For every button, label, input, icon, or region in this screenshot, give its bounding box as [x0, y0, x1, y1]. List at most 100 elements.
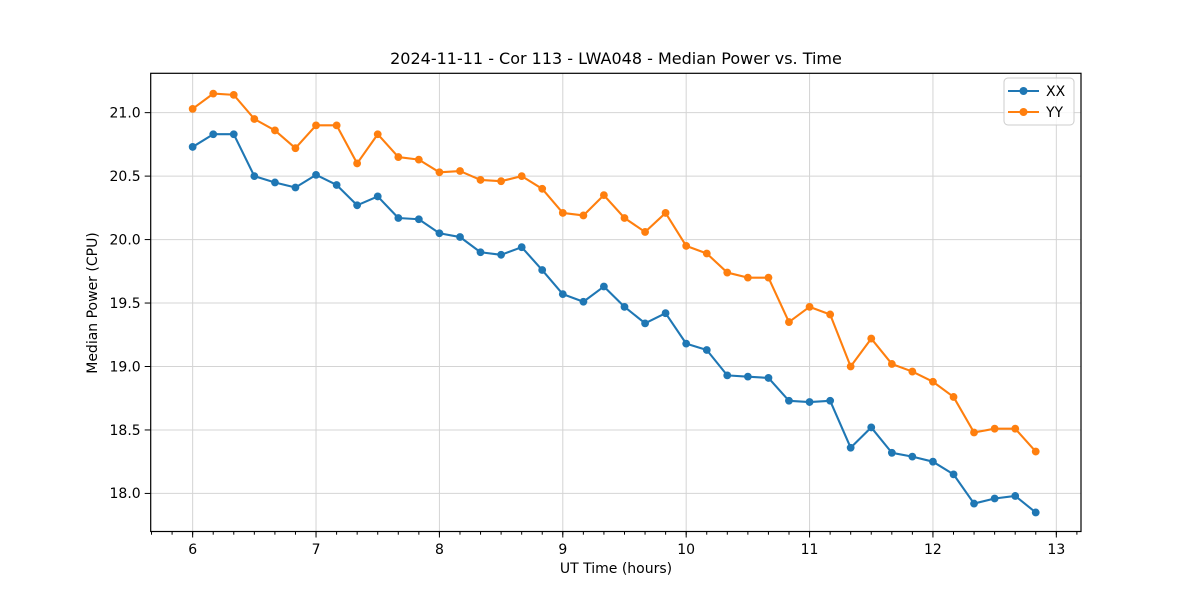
- data-point-yy: [867, 334, 876, 343]
- data-point-xx: [558, 290, 567, 299]
- data-point-yy: [805, 302, 814, 311]
- data-point-xx: [373, 192, 382, 201]
- x-tick-label: 10: [677, 542, 695, 558]
- data-point-xx: [970, 499, 978, 508]
- data-point-xx: [353, 201, 362, 210]
- data-point-yy: [723, 268, 732, 277]
- y-tick-label: 18.0: [110, 486, 141, 502]
- data-point-yy: [990, 424, 999, 433]
- data-point-xx: [661, 309, 670, 318]
- data-point-yy: [538, 184, 547, 193]
- data-point-xx: [456, 233, 464, 241]
- legend-marker-xx: [1019, 87, 1028, 95]
- data-point-yy: [332, 121, 341, 130]
- data-point-xx: [929, 457, 937, 466]
- data-point-xx: [332, 181, 341, 189]
- data-point-xx: [805, 398, 814, 406]
- x-tick-label: 6: [188, 542, 197, 558]
- data-point-yy: [785, 318, 793, 326]
- data-point-xx: [846, 443, 855, 452]
- data-point-xx: [826, 396, 835, 405]
- data-point-yy: [373, 130, 382, 139]
- x-axis-label: UT Time (hours): [560, 561, 672, 577]
- data-point-xx: [394, 214, 403, 222]
- data-point-xx: [949, 470, 958, 479]
- data-point-xx: [867, 423, 876, 432]
- data-point-xx: [209, 130, 218, 139]
- data-point-yy: [394, 153, 403, 161]
- data-point-xx: [538, 266, 547, 274]
- legend-label-yy: YY: [1045, 105, 1064, 121]
- data-point-yy: [599, 191, 608, 200]
- data-point-xx: [641, 319, 649, 328]
- x-tick-label: 11: [801, 542, 819, 558]
- data-point-yy: [826, 310, 835, 319]
- data-point-xx: [579, 297, 588, 306]
- chart-title: 2024-11-11 - Cor 113 - LWA048 - Median P…: [390, 49, 842, 68]
- data-point-yy: [929, 377, 937, 386]
- data-point-yy: [188, 104, 197, 113]
- data-point-yy: [353, 159, 362, 168]
- data-point-yy: [579, 211, 588, 220]
- data-point-xx: [476, 248, 485, 257]
- data-point-xx: [682, 339, 691, 348]
- x-tick-label: 7: [312, 542, 321, 558]
- y-tick-label: 18.5: [110, 423, 141, 439]
- data-point-yy: [271, 126, 279, 135]
- y-tick-label: 21.0: [110, 105, 141, 121]
- data-point-xx: [497, 250, 505, 259]
- data-point-yy: [949, 393, 958, 401]
- x-tick-label: 8: [435, 542, 444, 558]
- data-point-xx: [908, 452, 917, 461]
- x-tick-label: 12: [924, 542, 942, 558]
- data-point-yy: [764, 273, 773, 282]
- data-point-xx: [620, 302, 629, 311]
- data-point-yy: [497, 177, 505, 186]
- data-point-xx: [250, 172, 259, 181]
- data-point-xx: [1031, 508, 1040, 517]
- data-point-xx: [517, 243, 526, 252]
- data-point-xx: [743, 372, 752, 381]
- data-point-xx: [599, 282, 608, 291]
- data-point-xx: [785, 396, 793, 405]
- data-point-yy: [1031, 447, 1040, 456]
- x-tick-label: 9: [558, 542, 567, 558]
- data-point-yy: [620, 214, 629, 222]
- data-point-xx: [188, 143, 197, 151]
- data-point-xx: [312, 170, 320, 179]
- y-tick-label: 20.5: [110, 169, 141, 185]
- data-point-yy: [229, 90, 238, 99]
- data-point-yy: [312, 121, 320, 130]
- data-point-yy: [476, 176, 485, 184]
- data-point-xx: [764, 374, 773, 382]
- data-point-yy: [414, 155, 423, 164]
- y-tick-label: 20.0: [110, 232, 141, 248]
- data-point-yy: [291, 144, 300, 153]
- data-point-xx: [887, 448, 896, 457]
- y-tick-label: 19.5: [110, 296, 141, 312]
- data-point-xx: [291, 183, 300, 192]
- data-point-yy: [641, 228, 649, 236]
- data-point-yy: [908, 367, 917, 376]
- data-point-xx: [271, 178, 279, 187]
- data-point-xx: [1011, 492, 1020, 500]
- data-point-yy: [209, 89, 218, 98]
- data-point-xx: [414, 215, 423, 224]
- data-point-xx: [435, 229, 444, 238]
- data-point-yy: [887, 360, 896, 368]
- axes-border: [150, 72, 1082, 533]
- data-point-yy: [435, 168, 444, 177]
- data-point-yy: [682, 242, 691, 250]
- data-point-xx: [990, 494, 999, 503]
- x-tick-label: 13: [1047, 542, 1065, 558]
- y-tick-label: 19.0: [110, 359, 141, 375]
- data-point-yy: [558, 209, 567, 217]
- data-point-yy: [456, 167, 464, 175]
- data-point-yy: [846, 362, 855, 371]
- data-point-xx: [723, 371, 732, 380]
- data-point-yy: [702, 249, 711, 258]
- legend-label-xx: XX: [1046, 84, 1066, 100]
- legend-marker-yy: [1019, 108, 1028, 116]
